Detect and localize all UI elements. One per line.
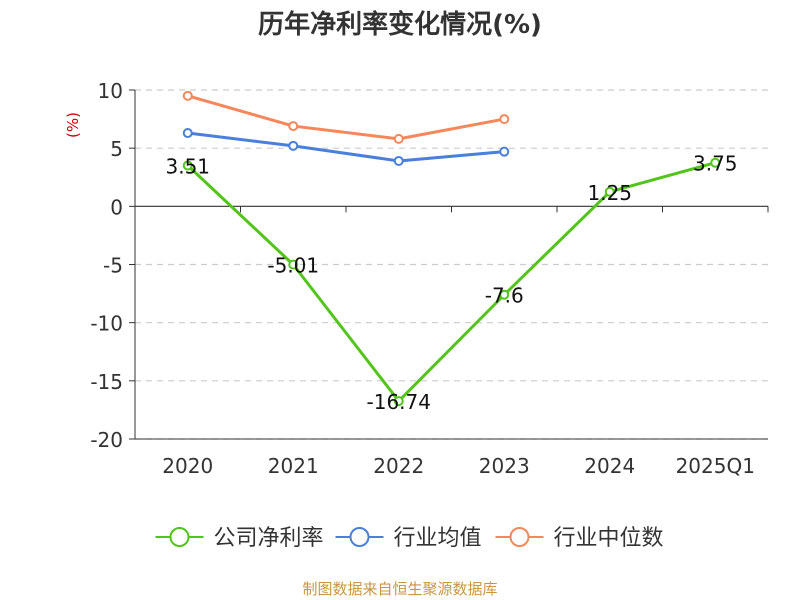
legend-marker	[509, 527, 530, 547]
data-point	[604, 186, 615, 197]
data-point	[288, 140, 299, 151]
data-labels: 3.51 -5.01 -16.74 -7.6 1.25 3.75	[165, 152, 737, 414]
data-point	[288, 121, 299, 132]
series-line	[187, 94, 505, 141]
legend: 公司净利率 行业均值 行业中位数	[155, 526, 664, 551]
data-point	[288, 259, 299, 270]
y-tick-label: -10	[90, 312, 123, 336]
data-point	[710, 157, 721, 168]
x-tick-label: 2025Q1	[676, 454, 755, 478]
data-point	[499, 289, 510, 300]
data-point	[393, 155, 404, 166]
legend-label: 公司净利率	[214, 526, 324, 551]
series-lines	[182, 90, 721, 407]
source-note: 制图数据来自恒生聚源数据库	[302, 580, 498, 598]
grid-lines	[135, 89, 768, 440]
y-tick-label: -15	[90, 370, 123, 394]
legend-item: 行业中位数	[495, 526, 664, 551]
data-label: 1.25	[587, 181, 632, 205]
data-point	[499, 114, 510, 125]
data-label: 3.51	[165, 155, 210, 179]
x-tick-label: 2023	[479, 454, 530, 478]
data-point	[393, 396, 404, 407]
x-tick-label: 2024	[584, 454, 635, 478]
data-point	[182, 90, 193, 101]
data-label: -16.74	[367, 390, 431, 414]
legend-marker	[169, 527, 190, 547]
chart-title: 历年净利率变化情况(%)	[258, 10, 542, 40]
y-axis-label: (%)	[64, 112, 82, 138]
series-line	[186, 161, 716, 403]
axes: 10 5 0 -5 -10 -15 -20 (%) 2020 2021 2022 2023 2024 20…	[64, 79, 769, 478]
legend-marker	[349, 527, 370, 547]
y-tick-label: 10	[98, 79, 123, 103]
data-label: 3.75	[693, 152, 738, 176]
data-point	[182, 128, 193, 139]
y-tick-label: -20	[90, 428, 123, 452]
y-tick-label: 5	[110, 137, 123, 161]
x-tick-label: 2022	[373, 454, 424, 478]
data-point	[393, 133, 404, 144]
y-tick-label: 0	[110, 195, 123, 219]
data-point	[499, 146, 510, 157]
data-point	[182, 160, 193, 171]
y-tick-label: -5	[103, 254, 123, 278]
x-tick-label: 2020	[162, 454, 213, 478]
legend-item: 行业均值	[335, 526, 482, 551]
legend-label: 行业均值	[394, 526, 482, 551]
legend-label: 行业中位数	[554, 526, 664, 551]
series-line	[187, 131, 505, 163]
data-label: -5.01	[267, 254, 319, 278]
legend-item: 公司净利率	[155, 526, 324, 551]
data-label: -7.6	[485, 284, 524, 308]
x-tick-label: 2021	[268, 454, 319, 478]
